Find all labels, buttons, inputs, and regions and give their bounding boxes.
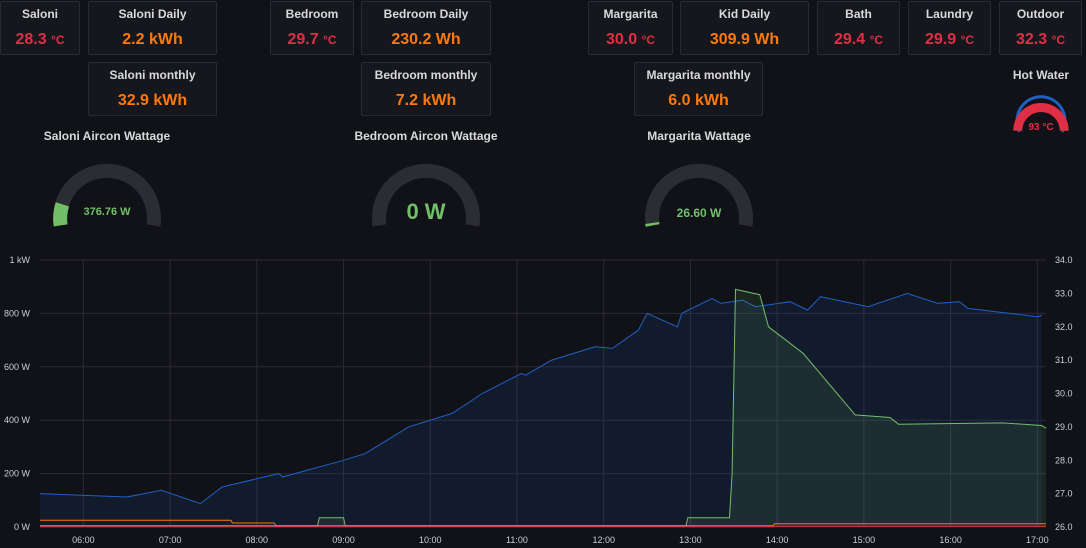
x-tick-label: 11:00	[506, 535, 528, 545]
y-left-tick-label: 400 W	[4, 415, 31, 425]
series-line-1	[40, 288, 1047, 527]
y-left-tick-label: 0 W	[14, 522, 31, 532]
stat-value: 230.2 Wh	[391, 31, 461, 48]
x-tick-label: 17:00	[1026, 535, 1049, 545]
y-right-tick-label: 33.0	[1055, 288, 1073, 298]
stat-value: 28.3 °C	[15, 31, 65, 48]
stat-value: 29.9 °C	[924, 31, 975, 48]
x-tick-label: 10:00	[419, 535, 442, 545]
series-line-0	[39, 292, 1042, 505]
hot-water-gauge[interactable]: Hot Water 93 °C	[1000, 62, 1082, 142]
stat-title: Kid Daily	[718, 7, 771, 21]
bedroom-aircon-gauge[interactable]: Bedroom Aircon Wattage 0 W	[345, 127, 507, 233]
gauge-title: Hot Water	[1012, 68, 1070, 82]
stat-value: 6.0 kWh	[668, 92, 729, 109]
stat-saloni[interactable]: Saloni 28.3 °C	[0, 1, 80, 55]
stat-laundry[interactable]: Laundry 29.9 °C	[908, 1, 991, 55]
series-area-1	[40, 289, 1046, 527]
x-tick-label: 08:00	[246, 535, 269, 545]
stat-title: Saloni	[21, 7, 58, 21]
x-tick-label: 06:00	[72, 535, 95, 545]
y-left-tick-label: 800 W	[4, 308, 31, 318]
stat-title: Bedroom Daily	[383, 7, 469, 21]
stat-margarita-monthly[interactable]: Margarita monthly 6.0 kWh	[634, 62, 763, 116]
stat-title: Outdoor	[1016, 7, 1065, 21]
stat-bedroom[interactable]: Bedroom 29.7 °C	[270, 1, 354, 55]
stat-outdoor[interactable]: Outdoor 32.3 °C	[999, 1, 1082, 55]
gauge-title: Bedroom Aircon Wattage	[354, 129, 498, 143]
stat-title: Laundry	[925, 7, 974, 21]
time-series-graph[interactable]: 0 W 200 W 400 W 600 W 800 W 1 kW 26.0 27.0 28.0 2…	[0, 250, 1086, 548]
stat-title: Bedroom	[285, 7, 339, 21]
y-right-tick-label: 31.0	[1055, 355, 1073, 365]
graph-series	[39, 288, 1047, 528]
x-tick-label: 15:00	[853, 535, 876, 545]
x-tick-label: 14:00	[766, 535, 789, 545]
saloni-aircon-gauge-arc	[53, 163, 161, 227]
x-tick-label: 09:00	[332, 535, 355, 545]
gauge-title: Margarita Wattage	[647, 129, 751, 143]
y-right-tick-label: 29.0	[1055, 422, 1073, 432]
stat-value: 7.2 kWh	[395, 92, 457, 109]
stat-margarita[interactable]: Margarita 30.0 °C	[588, 1, 673, 55]
y-left-tick-label: 200 W	[4, 469, 31, 479]
x-tick-label: 16:00	[939, 535, 962, 545]
stat-title: Margarita	[603, 7, 658, 21]
hot-water-gauge-arc	[1013, 95, 1069, 133]
y-left-tick-label: 600 W	[4, 362, 31, 372]
series-line-2	[40, 519, 1046, 527]
margarita-wattage-gauge-arc	[645, 163, 753, 227]
x-tick-label: 12:00	[592, 535, 615, 545]
stat-value: 30.0 °C	[605, 31, 656, 48]
stat-saloni-daily[interactable]: Saloni Daily 2.2 kWh	[88, 1, 217, 55]
stat-title: Bedroom monthly	[374, 68, 478, 82]
y-left-tick-label: 1 kW	[9, 255, 30, 265]
series-area-0	[40, 293, 1042, 527]
stat-value: 309.9 Wh	[709, 31, 780, 48]
stat-value: 32.3 °C	[1015, 31, 1066, 48]
series-line-3	[40, 525, 1046, 528]
stat-bedroom-daily[interactable]: Bedroom Daily 230.2 Wh	[361, 1, 491, 55]
y-right-tick-label: 32.0	[1055, 322, 1073, 332]
gauge-value: 26.60 W	[676, 206, 722, 220]
x-tick-label: 13:00	[679, 535, 702, 545]
stat-saloni-monthly[interactable]: Saloni monthly 32.9 kWh	[88, 62, 217, 116]
y-right-tick-label: 34.0	[1055, 255, 1073, 265]
y-right-tick-label: 27.0	[1055, 489, 1073, 499]
y-right-tick-label: 28.0	[1055, 455, 1073, 465]
gauge-value: 376.76 W	[83, 206, 131, 218]
stat-bedroom-monthly[interactable]: Bedroom monthly 7.2 kWh	[361, 62, 491, 116]
stat-value: 2.2 kWh	[122, 31, 183, 48]
stat-bath[interactable]: Bath 29.4 °C	[817, 1, 900, 55]
bedroom-aircon-gauge-arc	[372, 163, 480, 227]
gauge-value: 0 W	[406, 199, 446, 224]
stat-value: 32.9 kWh	[117, 92, 188, 109]
graph-axes: 0 W 200 W 400 W 600 W 800 W 1 kW 26.0 27.0 28.0 2…	[4, 255, 1073, 545]
x-tick-label: 07:00	[159, 535, 182, 545]
stat-value: 29.4 °C	[833, 31, 884, 48]
stat-title: Bath	[845, 7, 872, 21]
y-right-tick-label: 26.0	[1055, 522, 1073, 532]
stat-kid-daily[interactable]: Kid Daily 309.9 Wh	[680, 1, 809, 55]
stat-value: 29.7 °C	[287, 31, 337, 48]
gauge-title: Saloni Aircon Wattage	[43, 129, 171, 143]
stat-title: Saloni Daily	[118, 7, 187, 21]
gauge-value: 93 °C	[1028, 122, 1054, 133]
saloni-aircon-gauge[interactable]: Saloni Aircon Wattage 376.76 W	[26, 127, 188, 233]
stat-title: Saloni monthly	[109, 68, 196, 82]
margarita-wattage-gauge[interactable]: Margarita Wattage 26.60 W	[618, 127, 780, 233]
y-right-tick-label: 30.0	[1055, 389, 1073, 399]
stat-title: Margarita monthly	[646, 68, 751, 82]
